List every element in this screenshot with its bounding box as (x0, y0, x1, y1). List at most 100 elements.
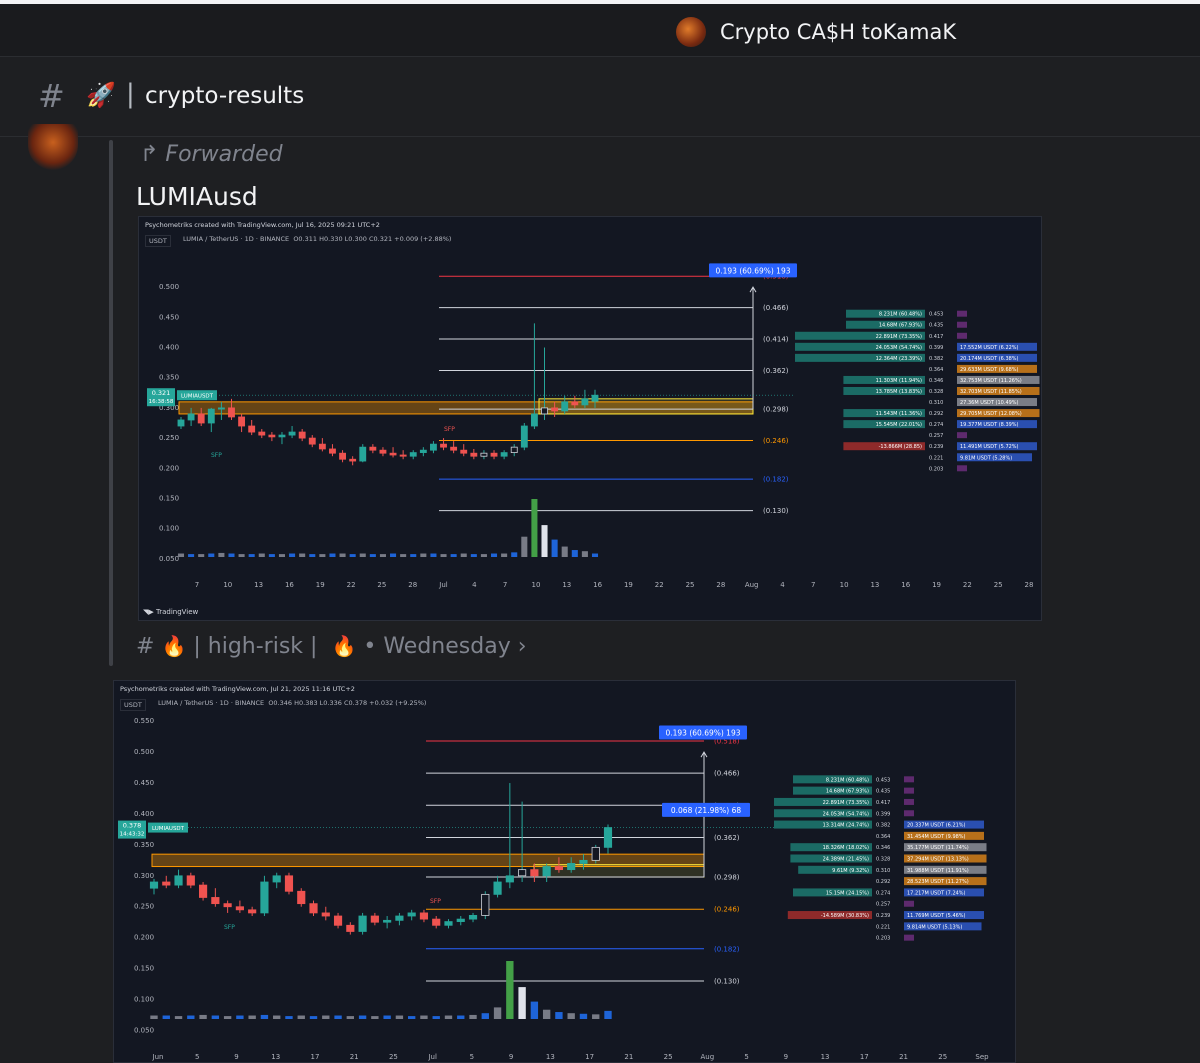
volume-bar (188, 554, 195, 557)
orderbook-ask-bar (904, 831, 984, 840)
x-tick-label: 25 (938, 1053, 947, 1061)
candle-body (217, 407, 225, 410)
orderbook-ask-bar (957, 409, 1040, 418)
source-channel[interactable]: high-risk (207, 634, 304, 659)
orderbook-bid-label: 13.314M (24.74%) (823, 823, 869, 829)
x-tick-label: 13 (546, 1053, 555, 1061)
orderbook-ask-bar (904, 911, 984, 920)
target-box-label: 0.193 (60.69%) 193 (715, 266, 790, 275)
target-box (659, 725, 747, 740)
volume-bar (198, 554, 205, 557)
candle-body (409, 452, 417, 457)
candle-body (272, 875, 281, 883)
orderbook-bid-label: 22.891M (73.35%) (823, 800, 869, 806)
volume-bar (297, 1015, 305, 1019)
source-hash-icon: # (136, 634, 155, 659)
orderbook-bid-bar (774, 797, 872, 806)
orderbook-ask-label: 17.217M USDT (7.24%) (907, 890, 966, 896)
volume-bar (400, 554, 407, 557)
orderbook-ask-label: 9.814M USDT (5.13%) (907, 924, 962, 930)
candle-body (297, 890, 306, 905)
candle-body (370, 915, 379, 923)
candle-body (235, 906, 244, 911)
fib-level-label: (0.466) (763, 304, 789, 312)
candle-body (579, 859, 588, 864)
x-tick-label: Sep (975, 1053, 989, 1061)
candle-body (207, 408, 215, 424)
x-tick-label: Aug (700, 1053, 714, 1061)
chart-image-2[interactable]: Psychometriks created with TradingView.c… (113, 680, 1016, 1063)
candle-body (197, 413, 205, 424)
orderbook-bid-bar (843, 375, 925, 384)
orderbook-ask-label: 29.633M USDT (9.68%) (960, 367, 1019, 373)
orderbook-bid-bar (795, 331, 925, 340)
orderbook-bid-bar (793, 888, 872, 897)
candle-body (561, 401, 569, 412)
x-tick-label: Jul (438, 581, 448, 589)
volume-bar (329, 553, 336, 557)
volume-bar (339, 553, 346, 557)
dragon-server-icon[interactable] (676, 17, 706, 47)
message-title: LUMIAusd (136, 182, 258, 211)
orderbook-ask-label: 29.705M USDT (12.08%) (960, 411, 1022, 417)
y-tick-label: 0.550 (134, 717, 154, 725)
y-tick-label: 0.500 (134, 748, 154, 756)
x-tick-label: 4 (780, 581, 785, 589)
orderbook-bid-label: 18.326M (18.02%) (823, 845, 869, 851)
candle-body (211, 897, 220, 905)
orderbook-price: 0.417 (929, 334, 943, 340)
target-arrow-head (749, 286, 757, 293)
orderbook-price: 0.239 (929, 444, 943, 450)
x-tick-label: 25 (377, 581, 386, 589)
server-name[interactable]: Crypto CA$H toKamaK (720, 20, 957, 44)
volume-bar (457, 1015, 465, 1019)
orderbook-ask-bar (957, 375, 1040, 384)
volume-bar (208, 553, 215, 557)
volume-bar (591, 553, 599, 557)
candle-body (542, 866, 551, 877)
y-tick-label: 0.050 (134, 1026, 154, 1034)
author-avatar[interactable] (28, 124, 78, 170)
y-tick-label: 0.250 (134, 903, 154, 911)
chart-image-1[interactable]: Psychometriks created with TradingView.c… (138, 216, 1042, 621)
forward-source[interactable]: # 🔥 | high-risk | 🔥 • Wednesday › (136, 634, 527, 659)
volume-bar (346, 1016, 355, 1019)
candle-body (520, 425, 528, 448)
candle-body (603, 827, 613, 848)
candle-body (333, 915, 343, 926)
volume-bar (555, 1012, 563, 1019)
sfp-label: SFP (211, 452, 222, 459)
candle-body (518, 869, 527, 877)
orderbook-ask-label: 20.174M USDT (6.38%) (960, 356, 1019, 362)
orderbook-ask-bar (904, 922, 982, 931)
channel-name[interactable]: crypto-results (145, 83, 305, 109)
candle-body (288, 431, 296, 436)
orderbook-price: 0.382 (876, 823, 890, 829)
candle-body (481, 893, 490, 916)
x-tick-label: 16 (901, 581, 910, 589)
volume-bar (260, 1014, 269, 1019)
orderbook-ask-label: 11.491M USDT (5.72%) (960, 444, 1019, 450)
x-tick-label: 9 (234, 1053, 238, 1061)
candle-body (493, 881, 502, 895)
orderbook-ask-bar (957, 442, 1037, 451)
y-tick-label: 0.150 (134, 965, 154, 973)
y-tick-label: 0.400 (159, 344, 179, 352)
volume-bar (604, 1010, 612, 1019)
orderbook-bid-bar (843, 386, 925, 395)
orderbook-bid-label: 11.303M (11.94%) (876, 378, 922, 384)
orderbook-bid-bar (795, 342, 925, 351)
y-tick-label: 0.450 (134, 779, 154, 787)
y-tick-label: 0.100 (134, 996, 154, 1004)
fib-level-label: (0.182) (763, 476, 789, 484)
orderbook-price: 0.328 (876, 856, 890, 862)
x-tick-label: 16 (593, 581, 602, 589)
chevron-right-icon[interactable]: › (517, 634, 527, 659)
orderbook-ask-label: 20.337M USDT (6.21%) (907, 823, 966, 829)
x-tick-label: 5 (470, 1053, 474, 1061)
volume-bar (542, 1009, 551, 1019)
target-arrow-head (700, 751, 708, 758)
candle-body (268, 434, 276, 438)
orderbook-ask-label: 17.552M USDT (6.22%) (960, 345, 1019, 351)
server-topbar: Crypto CA$H toKamaK (0, 0, 1200, 57)
